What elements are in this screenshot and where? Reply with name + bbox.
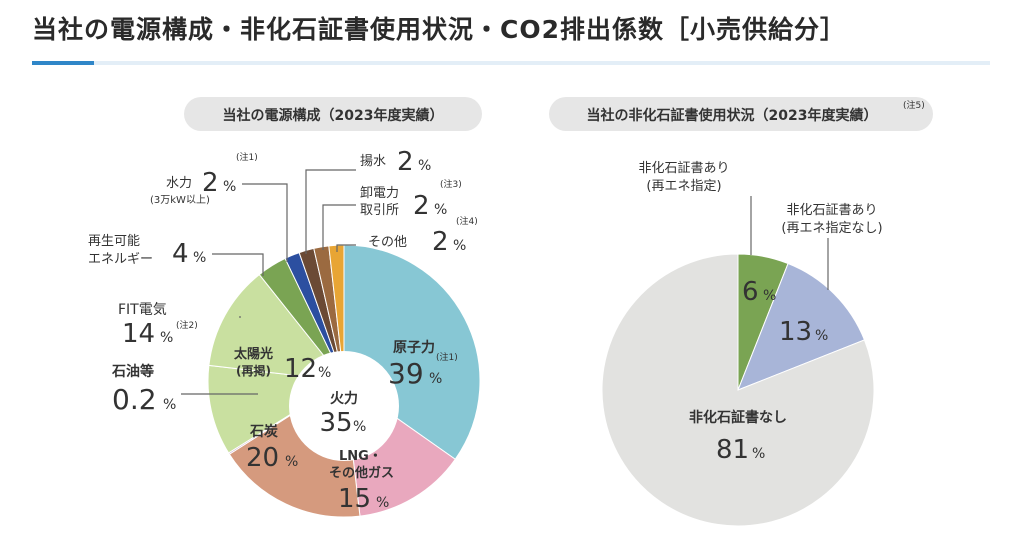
label-lng-1: LNG・ (339, 449, 382, 464)
label-pump: 揚水 (360, 153, 386, 169)
label-solar-2: (再掲) (236, 363, 271, 378)
value-re: 6 (742, 277, 759, 307)
cert-chart-title: 当社の非化石証書使用状況（2023年度実績） (587, 107, 878, 124)
label-hydro-sub: (3万kW以上) (150, 194, 210, 206)
value-nuclear: 39 (388, 357, 424, 390)
unit-nuclear: % (429, 371, 442, 387)
value-pump: 2 (397, 147, 414, 177)
label-jepx-2: 取引所 (360, 203, 399, 218)
leader-renew (212, 253, 264, 276)
label-nre-1: 非化石証書あり (786, 203, 877, 218)
cert-chart-title-pill (549, 97, 933, 131)
unit-other: % (453, 238, 466, 254)
unit-solar: % (318, 365, 331, 381)
note-fit: (注2) (176, 319, 198, 331)
leader-other (336, 244, 356, 252)
label-none: 非化石証書なし (689, 409, 787, 426)
value-coal: 20 (246, 443, 279, 473)
title-underline-accent (32, 61, 94, 65)
value-thermal: 35 (319, 408, 352, 438)
value-oil: 0.2 (112, 383, 157, 416)
label-nre-2: (再エネ指定なし) (781, 221, 882, 236)
label-hydro: 水力 (166, 176, 192, 191)
mix-slice-0 (343, 244, 481, 460)
value-none: 81 (716, 435, 749, 465)
leader-pump (305, 169, 356, 254)
mix-labels: 原子力 (注1) 39 % LNG・ その他ガス 15 % 石炭 20 % 火力… (88, 147, 478, 514)
unit-hydro: % (223, 179, 236, 195)
value-fit: 14 (122, 319, 155, 349)
unit-oil: % (163, 397, 176, 413)
unit-nre: % (815, 328, 828, 344)
value-nre: 13 (779, 317, 812, 347)
mix-chart-title: 当社の電源構成（2023年度実績） (223, 107, 444, 124)
cert-slice-2 (601, 253, 875, 527)
value-renew: 4 (172, 239, 189, 269)
unit-lng: % (376, 495, 389, 511)
value-lng: 15 (338, 484, 371, 514)
label-oil: 石油等 (111, 363, 154, 380)
label-fit: FIT電気 (118, 302, 167, 318)
unit-renew: % (193, 250, 206, 266)
cert-labels: 非化石証書あり (再エネ指定) 6 % 非化石証書あり (再エネ指定なし) 13… (638, 161, 882, 465)
leader-lines (181, 169, 356, 395)
unit-none: % (752, 446, 765, 462)
note-other: (注4) (456, 215, 478, 227)
unit-pump: % (418, 158, 431, 174)
leader-hydro (242, 183, 288, 262)
label-other: その他 (368, 235, 407, 250)
unit-re: % (763, 288, 776, 304)
label-thermal: 火力 (330, 390, 358, 407)
value-hydro: 2 (202, 168, 219, 198)
mix-donut-hole (289, 351, 399, 461)
note-nuclear: (注1) (436, 351, 458, 363)
mix-slice-5 (208, 273, 346, 382)
unit-coal: % (285, 454, 298, 470)
note-hydro: (注1) (236, 151, 258, 163)
label-solar-1: 太陽光 (233, 346, 273, 362)
unit-jepx: % (434, 202, 447, 218)
cert-leader-lines (750, 196, 829, 290)
label-nuclear: 原子力 (393, 339, 435, 356)
value-jepx: 2 (413, 191, 430, 221)
label-jepx-1: 卸電力 (360, 185, 399, 201)
mix-chart-title-pill (184, 97, 482, 131)
leader-jepx (322, 204, 356, 250)
title-underline (32, 61, 990, 65)
cert-title-note: (注5) (903, 99, 925, 111)
label-re-1: 非化石証書あり (638, 161, 729, 176)
page-title: 当社の電源構成・非化石証書使用状況・CO2排出係数［小売供給分］ (32, 15, 846, 44)
value-solar: 12 (284, 354, 317, 384)
unit-thermal: % (353, 419, 366, 435)
label-re-2: (再エネ指定) (646, 179, 721, 194)
value-other: 2 (432, 227, 449, 257)
cert-slice-1 (737, 262, 866, 391)
unit-fit: % (160, 330, 173, 346)
note-jepx: (注3) (440, 178, 462, 190)
label-renew-2: エネルギー (88, 252, 153, 267)
cert-pie (601, 253, 875, 527)
label-coal: 石炭 (249, 423, 278, 440)
label-lng-2: その他ガス (329, 465, 394, 481)
label-renew-1: 再生可能 (88, 234, 140, 249)
